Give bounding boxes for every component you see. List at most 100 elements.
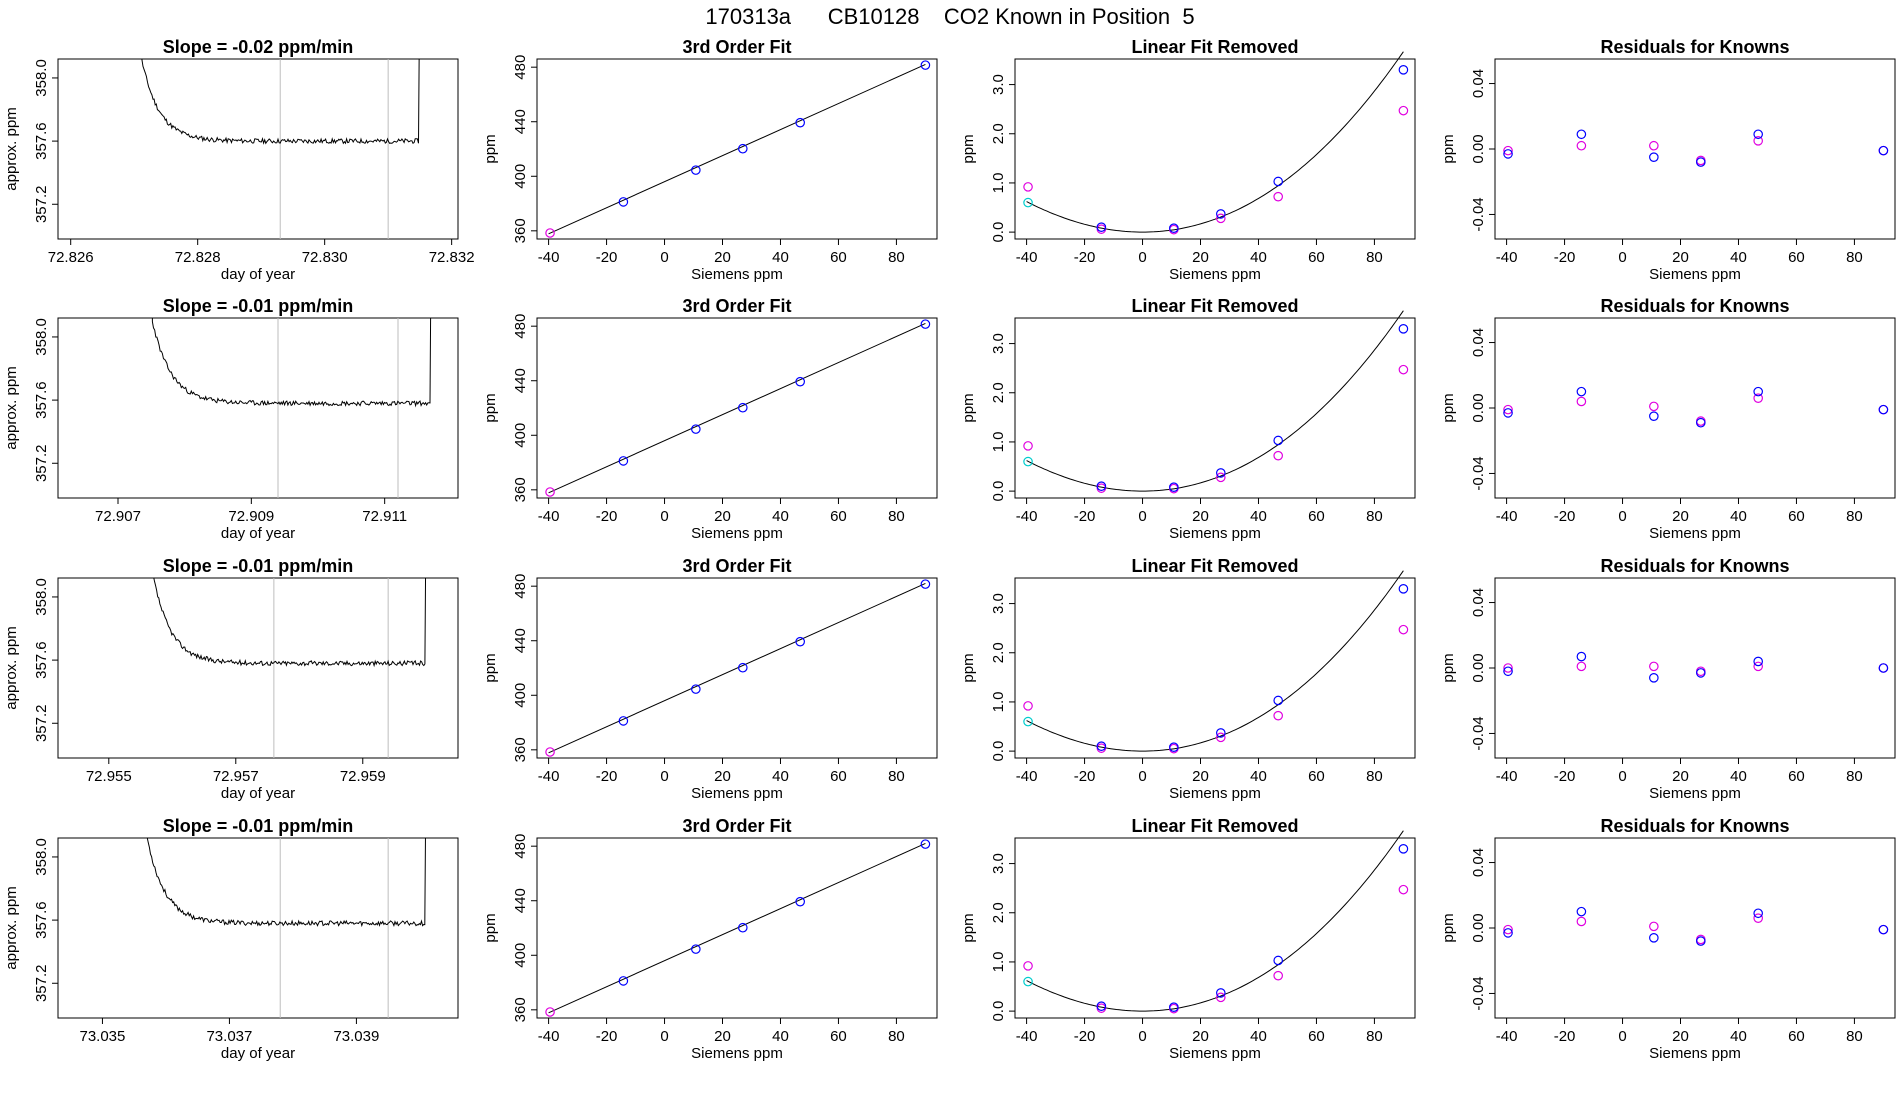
quadratic-curve [1026,570,1404,752]
magenta-residual-point [1576,661,1587,672]
x-axis-label: Siemens ppm [1649,785,1741,802]
x-tick-label: 60 [830,508,847,525]
blue-residual-point [1753,656,1763,667]
blue-point [1215,728,1226,738]
x-tick-label: 60 [830,1028,847,1045]
cyan-point [1023,716,1033,727]
magenta-point [1215,213,1226,224]
quadratic-curve [1026,310,1404,492]
fit-point [545,487,555,497]
x-tick-label: 0 [1618,249,1626,266]
x-tick-label: -20 [1074,768,1096,785]
x-tick-label: -40 [1016,508,1038,525]
y-axis-label: ppm [960,134,977,163]
blue-residual-point [1753,908,1763,919]
blue-residual-point [1649,673,1659,683]
plot-frame [57,577,459,759]
magenta-residual-point [1503,924,1513,935]
y-tick-label: 360 [512,218,529,243]
y-tick-label: -0.04 [1470,716,1487,750]
magenta-residual-point [1576,396,1587,407]
y-tick-label: 400 [512,683,529,708]
signal-trace [153,578,427,668]
x-tick-label: 40 [772,1028,789,1045]
x-tick-label: 72.826 [48,249,94,266]
linear-removed-panel: Linear Fit Removed -40 -20 0 20 40 60 80 0.0 1.0 2… [960,816,1416,1062]
x-tick-label: 40 [1730,249,1747,266]
y-axis-label: ppm [1440,913,1457,942]
fit-point [618,197,629,207]
panel-title: Residuals for Knowns [1600,37,1789,57]
y-tick-label: -0.04 [1470,976,1487,1010]
x-tick-label: 72.832 [429,249,475,266]
y-tick-label: 0.0 [990,741,1007,762]
blue-point [1273,695,1283,706]
blue-point [1215,988,1226,998]
blue-point [1096,481,1107,491]
linear-removed-panel: Linear Fit Removed -40 -20 0 20 40 60 80 0.0 1.0 2… [960,296,1416,542]
x-axis-label: Siemens ppm [1169,785,1261,802]
x-tick-label: 0 [660,1028,668,1045]
x-tick-label: 20 [1192,508,1209,525]
x-axis-label: Siemens ppm [1169,266,1261,283]
y-tick-label: 440 [512,368,529,393]
panel-title: Slope = -0.02 ppm/min [163,37,354,57]
x-axis-label: Siemens ppm [691,266,783,283]
x-axis-label: day of year [221,525,295,542]
x-tick-label: 72.955 [86,768,132,785]
panel-title: Slope = -0.01 ppm/min [163,556,354,576]
panel-title: Slope = -0.01 ppm/min [163,816,354,836]
x-tick-label: -20 [596,508,618,525]
y-tick-label: 0.04 [1470,69,1487,98]
panel-title: Residuals for Knowns [1600,816,1789,836]
x-tick-label: 72.907 [95,508,141,525]
blue-residual-point [1878,924,1889,935]
fit-point [737,922,748,933]
panel-title: 3rd Order Fit [682,556,791,576]
magenta-point [1215,472,1226,483]
y-tick-label: 0.00 [1470,134,1487,163]
signal-trace [151,318,432,408]
plot-frame [1494,577,1896,759]
y-tick-label: 440 [512,628,529,653]
x-axis-label: Siemens ppm [1649,525,1741,542]
panel-title: Residuals for Knowns [1600,296,1789,316]
x-tick-label: 20 [1192,1028,1209,1045]
x-axis-label: day of year [221,1045,295,1062]
y-axis-label: ppm [1440,393,1457,422]
x-axis-label: Siemens ppm [1169,525,1261,542]
fit-point [691,944,701,954]
magenta-residual-point [1649,140,1659,151]
magenta-point [1215,992,1226,1003]
x-tick-label: 0 [660,508,668,525]
x-tick-label: 60 [1788,249,1805,266]
blue-residual-point [1503,149,1513,159]
magenta-residual-point [1753,913,1763,923]
x-tick-label: 20 [1192,768,1209,785]
x-tick-label: 80 [888,768,905,785]
y-tick-label: 1.0 [990,952,1007,973]
y-tick-label: 1.0 [990,692,1007,713]
y-axis-label: ppm [960,913,977,942]
x-tick-label: 40 [1250,508,1267,525]
x-tick-label: 60 [1308,1028,1325,1045]
y-tick-label: 0.0 [990,481,1007,502]
x-tick-label: 0 [1618,1028,1626,1045]
x-tick-label: -40 [1016,768,1038,785]
x-tick-label: 80 [1366,768,1383,785]
y-axis-label: ppm [960,653,977,682]
x-tick-label: -20 [1074,1028,1096,1045]
x-tick-label: 73.037 [206,1028,252,1045]
x-tick-label: 80 [1846,508,1863,525]
x-tick-label: 80 [888,249,905,266]
panel-title: 3rd Order Fit [682,37,791,57]
y-tick-label: 2.0 [990,123,1007,144]
y-tick-label: 358.0 [33,578,50,616]
plot-frame [1494,837,1896,1019]
y-tick-label: 2.0 [990,382,1007,403]
x-tick-label: -40 [1496,508,1518,525]
x-tick-label: 80 [1366,249,1383,266]
panel-title: Residuals for Knowns [1600,556,1789,576]
y-axis-label: ppm [482,653,499,682]
